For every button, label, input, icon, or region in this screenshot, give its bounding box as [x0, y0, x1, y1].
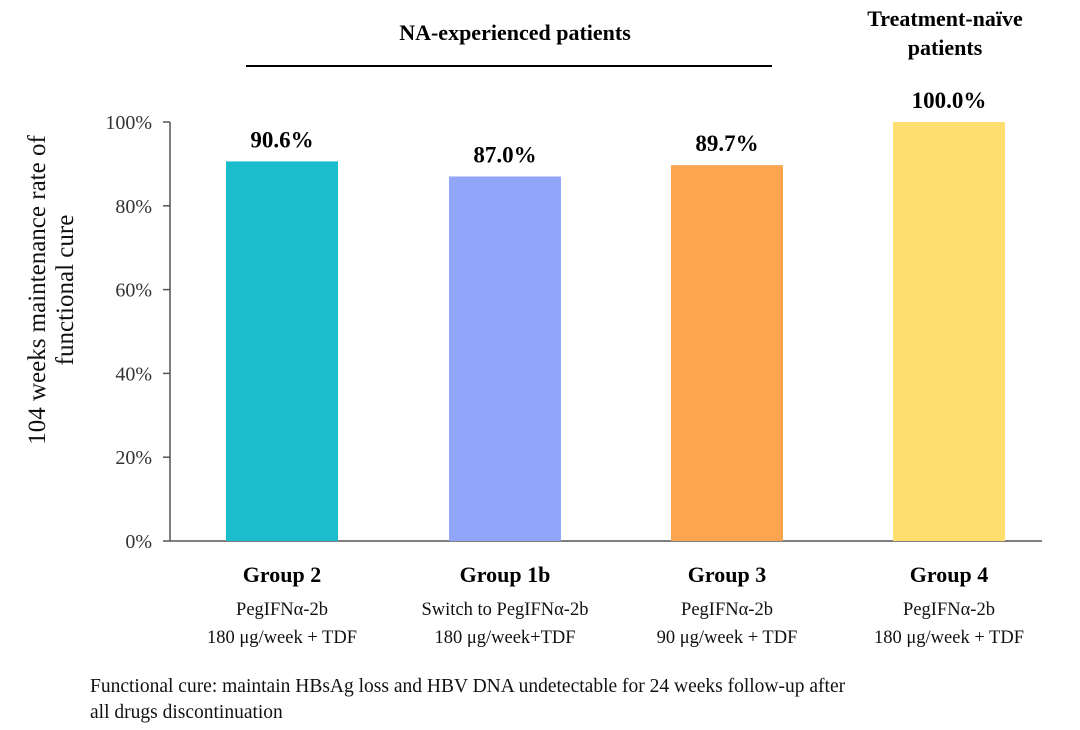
- bar: [893, 122, 1005, 541]
- y-tick-label: 40%: [115, 363, 152, 385]
- y-axis-title-line: functional cure: [52, 215, 79, 366]
- footnote-line-2: all drugs discontinuation: [90, 702, 283, 723]
- group-header: patients: [908, 35, 983, 60]
- category-detail: PegIFNα-2b: [236, 600, 328, 620]
- category-name: Group 4: [910, 562, 988, 587]
- category-name: Group 1b: [460, 562, 551, 587]
- category-detail: Switch to PegIFNα-2b: [422, 600, 589, 620]
- bar: [226, 161, 338, 542]
- y-tick-label: 0%: [125, 531, 152, 553]
- group-headers: NA-experienced patients Treatment-naïve pa…: [246, 6, 1023, 67]
- y-tick-label: 60%: [115, 280, 152, 302]
- y-axis-label: 104 weeks maintenance rate offunctional …: [24, 135, 79, 445]
- value-label: 90.6%: [250, 127, 313, 152]
- y-axis-title-line: 104 weeks maintenance rate of: [24, 135, 51, 445]
- category-detail: 180 μg/week + TDF: [207, 628, 357, 648]
- y-tick-label: 20%: [115, 447, 152, 469]
- group-header: Treatment-naïve: [867, 6, 1023, 31]
- category-detail: 180 μg/week+TDF: [434, 628, 575, 648]
- category-detail: PegIFNα-2b: [681, 600, 773, 620]
- y-tick-label: 80%: [115, 196, 152, 218]
- bar: [449, 176, 561, 541]
- category-name: Group 2: [243, 562, 321, 587]
- value-label: 89.7%: [695, 131, 758, 156]
- value-label: 100.0%: [912, 88, 987, 113]
- value-label: 87.0%: [473, 142, 536, 167]
- footnote-line-1: Functional cure: maintain HBsAg loss and…: [90, 676, 846, 697]
- category-detail: 180 μg/week + TDF: [874, 628, 1024, 648]
- y-axis-title: 104 weeks maintenance rate offunctional …: [24, 135, 79, 445]
- bars: [226, 122, 1005, 542]
- category-detail: 90 μg/week + TDF: [657, 628, 798, 648]
- footnote: Functional cure: maintain HBsAg loss and…: [90, 674, 1060, 726]
- group-header: NA-experienced patients: [399, 20, 631, 45]
- category-detail: PegIFNα-2b: [903, 600, 995, 620]
- category-name: Group 3: [688, 562, 766, 587]
- bar-chart: 104 weeks maintenance rate offunctional …: [24, 6, 1042, 648]
- y-axis: 0% 20% 40% 60% 80% 100%: [105, 112, 171, 553]
- value-labels: 90.6% 87.0% 89.7% 100.0%: [250, 88, 986, 167]
- bar: [671, 165, 783, 542]
- category-labels: Group 2 PegIFNα-2b 180 μg/week + TDF Group …: [207, 562, 1024, 648]
- y-tick-label: 100%: [105, 112, 152, 134]
